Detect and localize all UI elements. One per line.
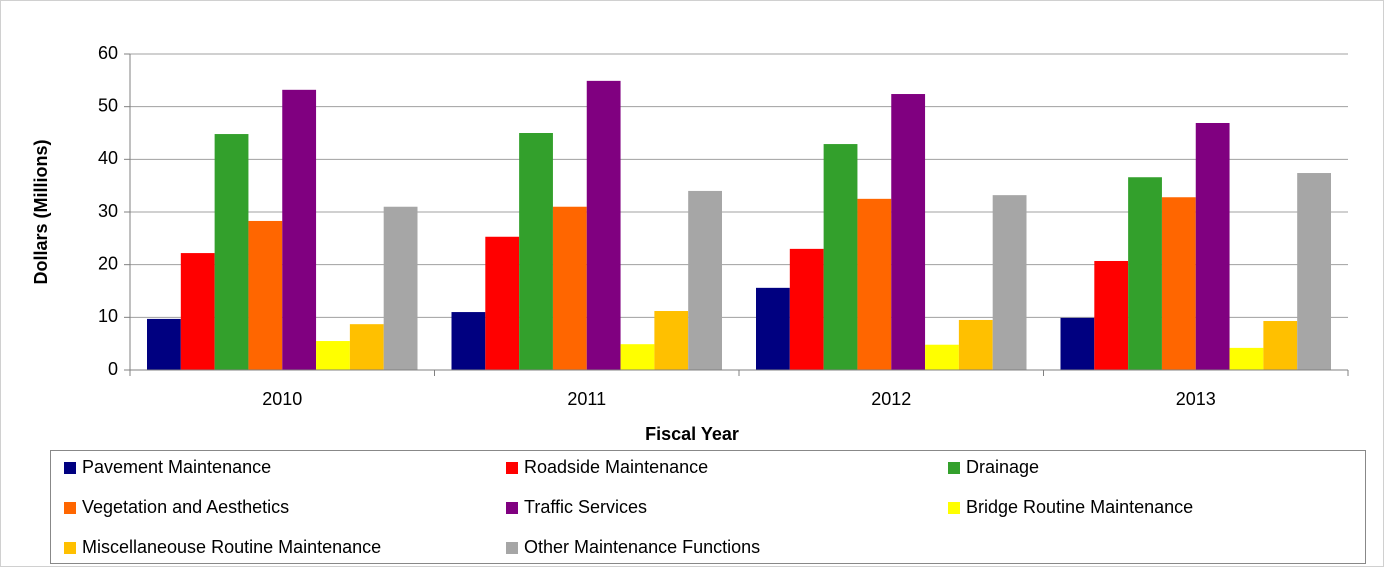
- bar: [451, 312, 486, 370]
- bar: [485, 236, 520, 370]
- bar: [1263, 321, 1298, 370]
- bar: [1128, 177, 1162, 370]
- bar: [789, 248, 824, 370]
- bar: [248, 220, 283, 370]
- bar: [519, 133, 553, 370]
- bar: [1229, 347, 1264, 370]
- legend-swatch: [64, 502, 76, 514]
- bar: [958, 319, 993, 370]
- x-tick-label: 2012: [871, 389, 911, 409]
- bar: [688, 190, 722, 370]
- y-tick-label: 0: [108, 359, 118, 379]
- y-tick-label: 20: [98, 253, 118, 273]
- y-tick-label: 50: [98, 95, 118, 115]
- bar: [316, 341, 350, 370]
- bar: [586, 80, 621, 371]
- bar: [552, 206, 587, 370]
- bar: [180, 253, 215, 370]
- bar: [620, 344, 655, 370]
- legend-label: Drainage: [966, 457, 1039, 477]
- legend-box: [50, 450, 1366, 564]
- bar: [891, 94, 926, 370]
- bar: [349, 324, 384, 370]
- bar: [925, 344, 959, 370]
- y-tick-label: 10: [98, 306, 118, 326]
- legend-swatch: [64, 462, 76, 474]
- legend-label: Roadside Maintenance: [524, 457, 708, 477]
- y-tick-label: 40: [98, 148, 118, 168]
- x-tick-label: 2013: [1176, 389, 1216, 409]
- y-tick-label: 60: [98, 43, 118, 63]
- bar: [1094, 260, 1129, 370]
- x-axis-title: Fiscal Year: [645, 424, 739, 444]
- bar: [823, 144, 858, 370]
- bar: [1161, 197, 1196, 370]
- bar: [214, 134, 249, 370]
- y-axis-title: Dollars (Millions): [31, 139, 51, 284]
- legend-label: Miscellaneouse Routine Maintenance: [82, 537, 381, 557]
- bar: [282, 89, 317, 371]
- bar: [383, 206, 418, 370]
- legend-label: Pavement Maintenance: [82, 457, 271, 477]
- bar: [992, 195, 1027, 370]
- legend-label: Traffic Services: [524, 497, 647, 517]
- legend-label: Other Maintenance Functions: [524, 537, 760, 557]
- legend-swatch: [506, 502, 518, 514]
- y-tick-label: 30: [98, 201, 118, 221]
- legend-swatch: [948, 502, 960, 514]
- bar: [654, 311, 689, 370]
- bar: [1060, 317, 1095, 370]
- legend-swatch: [506, 462, 518, 474]
- legend-label: Vegetation and Aesthetics: [82, 497, 289, 517]
- x-tick-label: 2011: [567, 389, 606, 409]
- bar: [857, 198, 892, 370]
- legend-swatch: [948, 462, 960, 474]
- legend-swatch: [506, 542, 518, 554]
- legend-swatch: [64, 542, 76, 554]
- bar: [147, 318, 181, 370]
- bar: [1297, 173, 1331, 370]
- bar: [756, 287, 790, 370]
- bar: [1195, 122, 1230, 370]
- x-tick-label: 2010: [262, 389, 302, 409]
- legend-label: Bridge Routine Maintenance: [966, 497, 1193, 517]
